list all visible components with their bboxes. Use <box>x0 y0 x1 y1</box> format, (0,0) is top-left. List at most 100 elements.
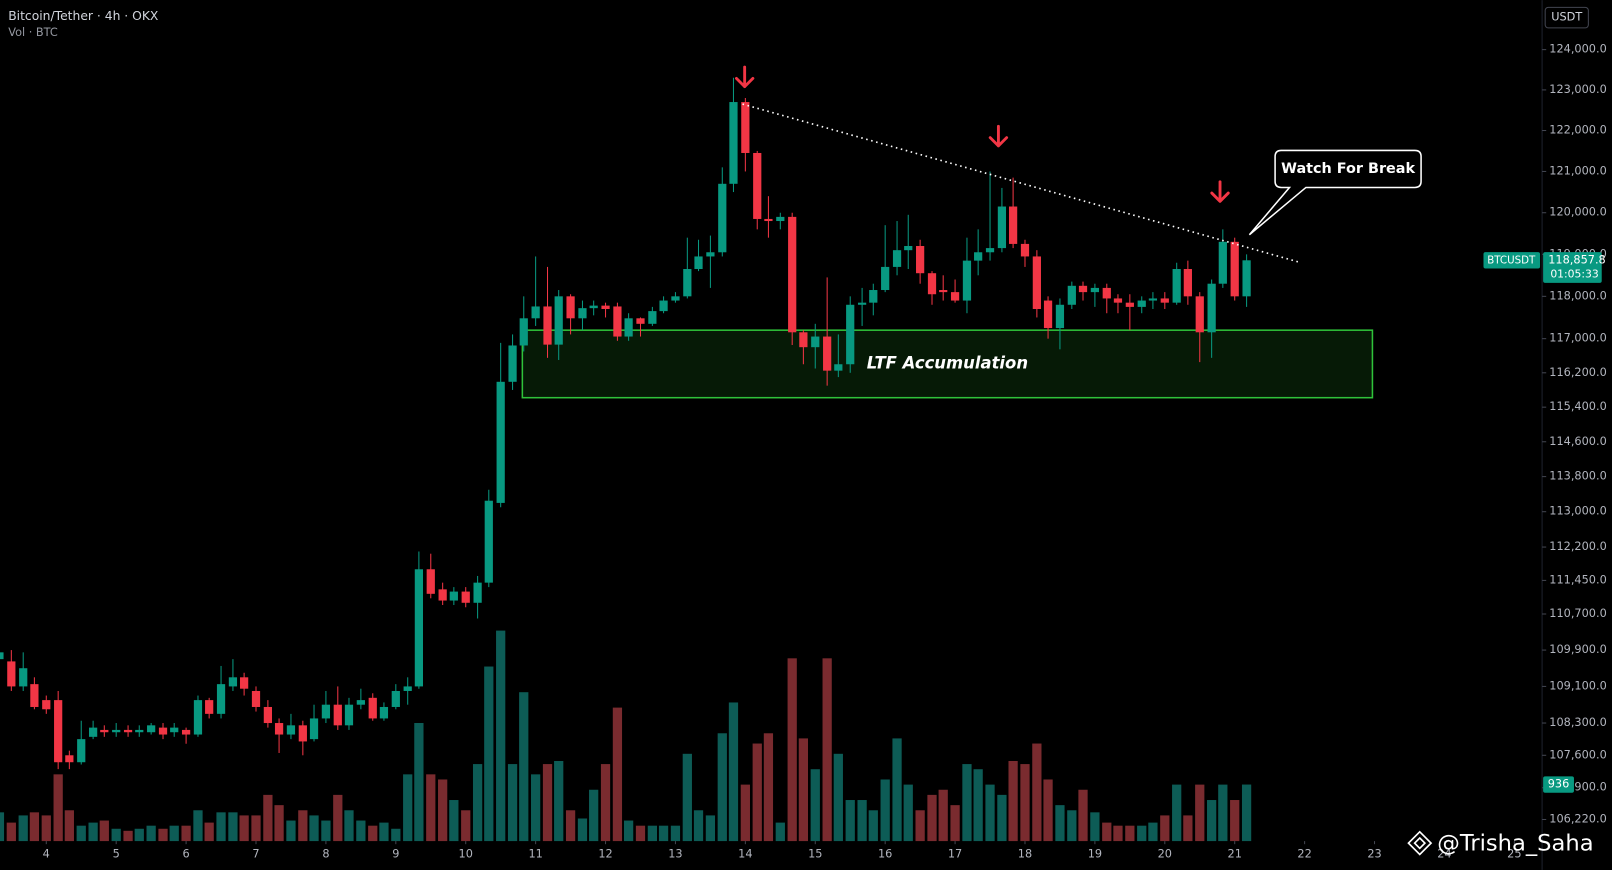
volume-bar <box>251 815 261 842</box>
x-tick-label: 16 <box>878 847 892 860</box>
volume-bar <box>309 815 319 842</box>
volume-bar <box>1090 812 1100 842</box>
volume-bar <box>962 764 972 842</box>
candle-body <box>251 690 261 707</box>
currency[interactable]: USDT <box>1551 11 1582 24</box>
candle-body <box>636 318 645 324</box>
candle-body <box>1195 296 1204 333</box>
candle-body <box>1137 300 1146 307</box>
plot-area: LTF Accumulation Watch For Break <box>0 65 1422 842</box>
volume-bar <box>1008 760 1018 842</box>
volume-bar <box>99 820 109 842</box>
volume-bar <box>239 815 249 842</box>
volume-bar <box>64 810 74 842</box>
x-tick-label: 11 <box>528 847 542 860</box>
volume-bar <box>53 774 63 842</box>
y-tick-label: 111,450.0 <box>1549 573 1607 586</box>
volume-bar <box>612 707 623 842</box>
volume-bar <box>379 822 389 842</box>
candle-body <box>1218 241 1227 284</box>
y-tick-label: 106,220.0 <box>1549 812 1607 825</box>
candle-body <box>54 700 63 763</box>
watermark: @Trisha_Saha <box>1437 831 1593 857</box>
x-tick-label: 4 <box>43 847 50 860</box>
candle-body <box>776 216 785 222</box>
volume-bar <box>1218 784 1228 842</box>
volume-bar <box>228 812 238 842</box>
volume-bar <box>682 753 692 842</box>
symbol-badge <box>1483 252 1541 269</box>
candle-body <box>473 582 482 603</box>
candle-body <box>1032 256 1041 309</box>
volume-bar <box>1055 805 1065 842</box>
currency-box[interactable] <box>1544 6 1589 29</box>
candle-body <box>962 260 972 301</box>
volume-bar <box>507 764 518 842</box>
x-tick-label: 5 <box>113 847 120 860</box>
candle-body <box>706 252 715 257</box>
candle-body <box>356 700 365 705</box>
candle-body <box>496 381 505 503</box>
volume-bar <box>1230 800 1240 842</box>
volume-bar <box>1137 825 1147 842</box>
volume-bar <box>123 830 133 842</box>
volume-bar <box>868 810 878 842</box>
volume-bar <box>1102 822 1112 842</box>
volume-bar <box>717 733 727 842</box>
last-price-label: 118,857.8 <box>1548 253 1606 266</box>
candle-body <box>846 304 855 365</box>
candle-body <box>566 296 575 319</box>
candle-body <box>181 729 191 735</box>
y-tick-label: 113,800.0 <box>1549 470 1607 483</box>
y-tick-label: 117,000.0 <box>1549 332 1607 345</box>
volume-bar <box>18 815 28 842</box>
countdown: 01:05:33 <box>1550 268 1598 281</box>
volume-bar <box>1125 825 1135 842</box>
candle-body <box>508 345 517 382</box>
candle-body <box>531 306 540 319</box>
candle-body <box>811 336 820 348</box>
y-tick-label: 115,400.0 <box>1549 400 1607 413</box>
volume-bar <box>333 794 343 842</box>
volume-bar <box>892 738 902 842</box>
symbol-label: BTCUSDT <box>1487 254 1536 266</box>
candle-body <box>461 591 470 603</box>
candle-body <box>648 311 657 324</box>
volume-bar <box>857 800 867 842</box>
volume-bar <box>787 658 797 842</box>
volume-title: Vol · BTC <box>8 26 58 39</box>
y-tick-label: 113,000.0 <box>1549 505 1607 518</box>
candle-body <box>100 729 109 733</box>
volume-bar <box>76 825 86 842</box>
arrow-marker <box>988 124 1009 148</box>
volume-bar <box>938 789 948 842</box>
candle-body <box>30 684 39 707</box>
volume-bar <box>88 822 98 842</box>
y-tick-label: 110,700.0 <box>1549 607 1607 620</box>
volume-bar <box>321 820 331 842</box>
y-tick-label: 108,300.0 <box>1549 716 1607 729</box>
volume-bar <box>1113 825 1123 842</box>
x-tick-label: 14 <box>738 847 752 860</box>
x-tick-label: 9 <box>392 847 399 860</box>
volume-badge <box>1543 776 1574 793</box>
candle-body <box>974 252 983 261</box>
volume-bar <box>903 784 913 842</box>
accumulation-zone <box>521 329 1374 399</box>
volume-bar <box>822 658 832 842</box>
volume-bar <box>496 630 506 842</box>
x-tick-label: 8 <box>322 847 329 860</box>
volume-bar <box>286 820 296 842</box>
volume-bar <box>111 828 121 842</box>
volume-bar <box>461 810 471 842</box>
volume-bar <box>915 810 925 842</box>
arrow-marker <box>1210 180 1230 203</box>
volume-bar <box>403 774 413 842</box>
volume-bar <box>985 784 995 842</box>
volume-bar <box>635 825 646 842</box>
candle-body <box>881 266 890 291</box>
candle-body <box>414 569 423 687</box>
candle-body <box>624 318 633 337</box>
volume-bar <box>845 800 855 842</box>
